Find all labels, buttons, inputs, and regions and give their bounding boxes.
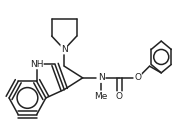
Text: N: N <box>98 73 104 82</box>
Text: O: O <box>116 92 123 101</box>
Text: O: O <box>134 73 141 82</box>
Text: N: N <box>61 45 68 54</box>
Text: NH: NH <box>30 60 43 69</box>
Text: Me: Me <box>94 92 108 101</box>
